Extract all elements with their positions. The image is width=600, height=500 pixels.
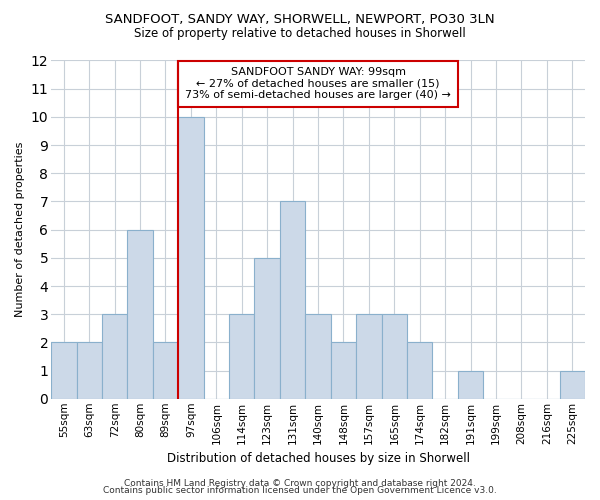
Bar — [127, 230, 153, 399]
Bar — [51, 342, 77, 399]
Text: Contains HM Land Registry data © Crown copyright and database right 2024.: Contains HM Land Registry data © Crown c… — [124, 478, 476, 488]
Bar — [560, 370, 585, 399]
X-axis label: Distribution of detached houses by size in Shorwell: Distribution of detached houses by size … — [167, 452, 470, 465]
Bar — [407, 342, 433, 399]
Text: SANDFOOT SANDY WAY: 99sqm
← 27% of detached houses are smaller (15)
73% of semi-: SANDFOOT SANDY WAY: 99sqm ← 27% of detac… — [185, 68, 451, 100]
Bar — [178, 117, 203, 399]
Bar — [382, 314, 407, 399]
Bar — [77, 342, 102, 399]
Bar — [229, 314, 254, 399]
Bar — [102, 314, 127, 399]
Bar — [458, 370, 484, 399]
Bar — [280, 202, 305, 399]
Y-axis label: Number of detached properties: Number of detached properties — [15, 142, 25, 318]
Text: Contains public sector information licensed under the Open Government Licence v3: Contains public sector information licen… — [103, 486, 497, 495]
Text: SANDFOOT, SANDY WAY, SHORWELL, NEWPORT, PO30 3LN: SANDFOOT, SANDY WAY, SHORWELL, NEWPORT, … — [105, 12, 495, 26]
Bar — [305, 314, 331, 399]
Bar — [356, 314, 382, 399]
Bar — [153, 342, 178, 399]
Text: Size of property relative to detached houses in Shorwell: Size of property relative to detached ho… — [134, 28, 466, 40]
Bar — [331, 342, 356, 399]
Bar — [254, 258, 280, 399]
